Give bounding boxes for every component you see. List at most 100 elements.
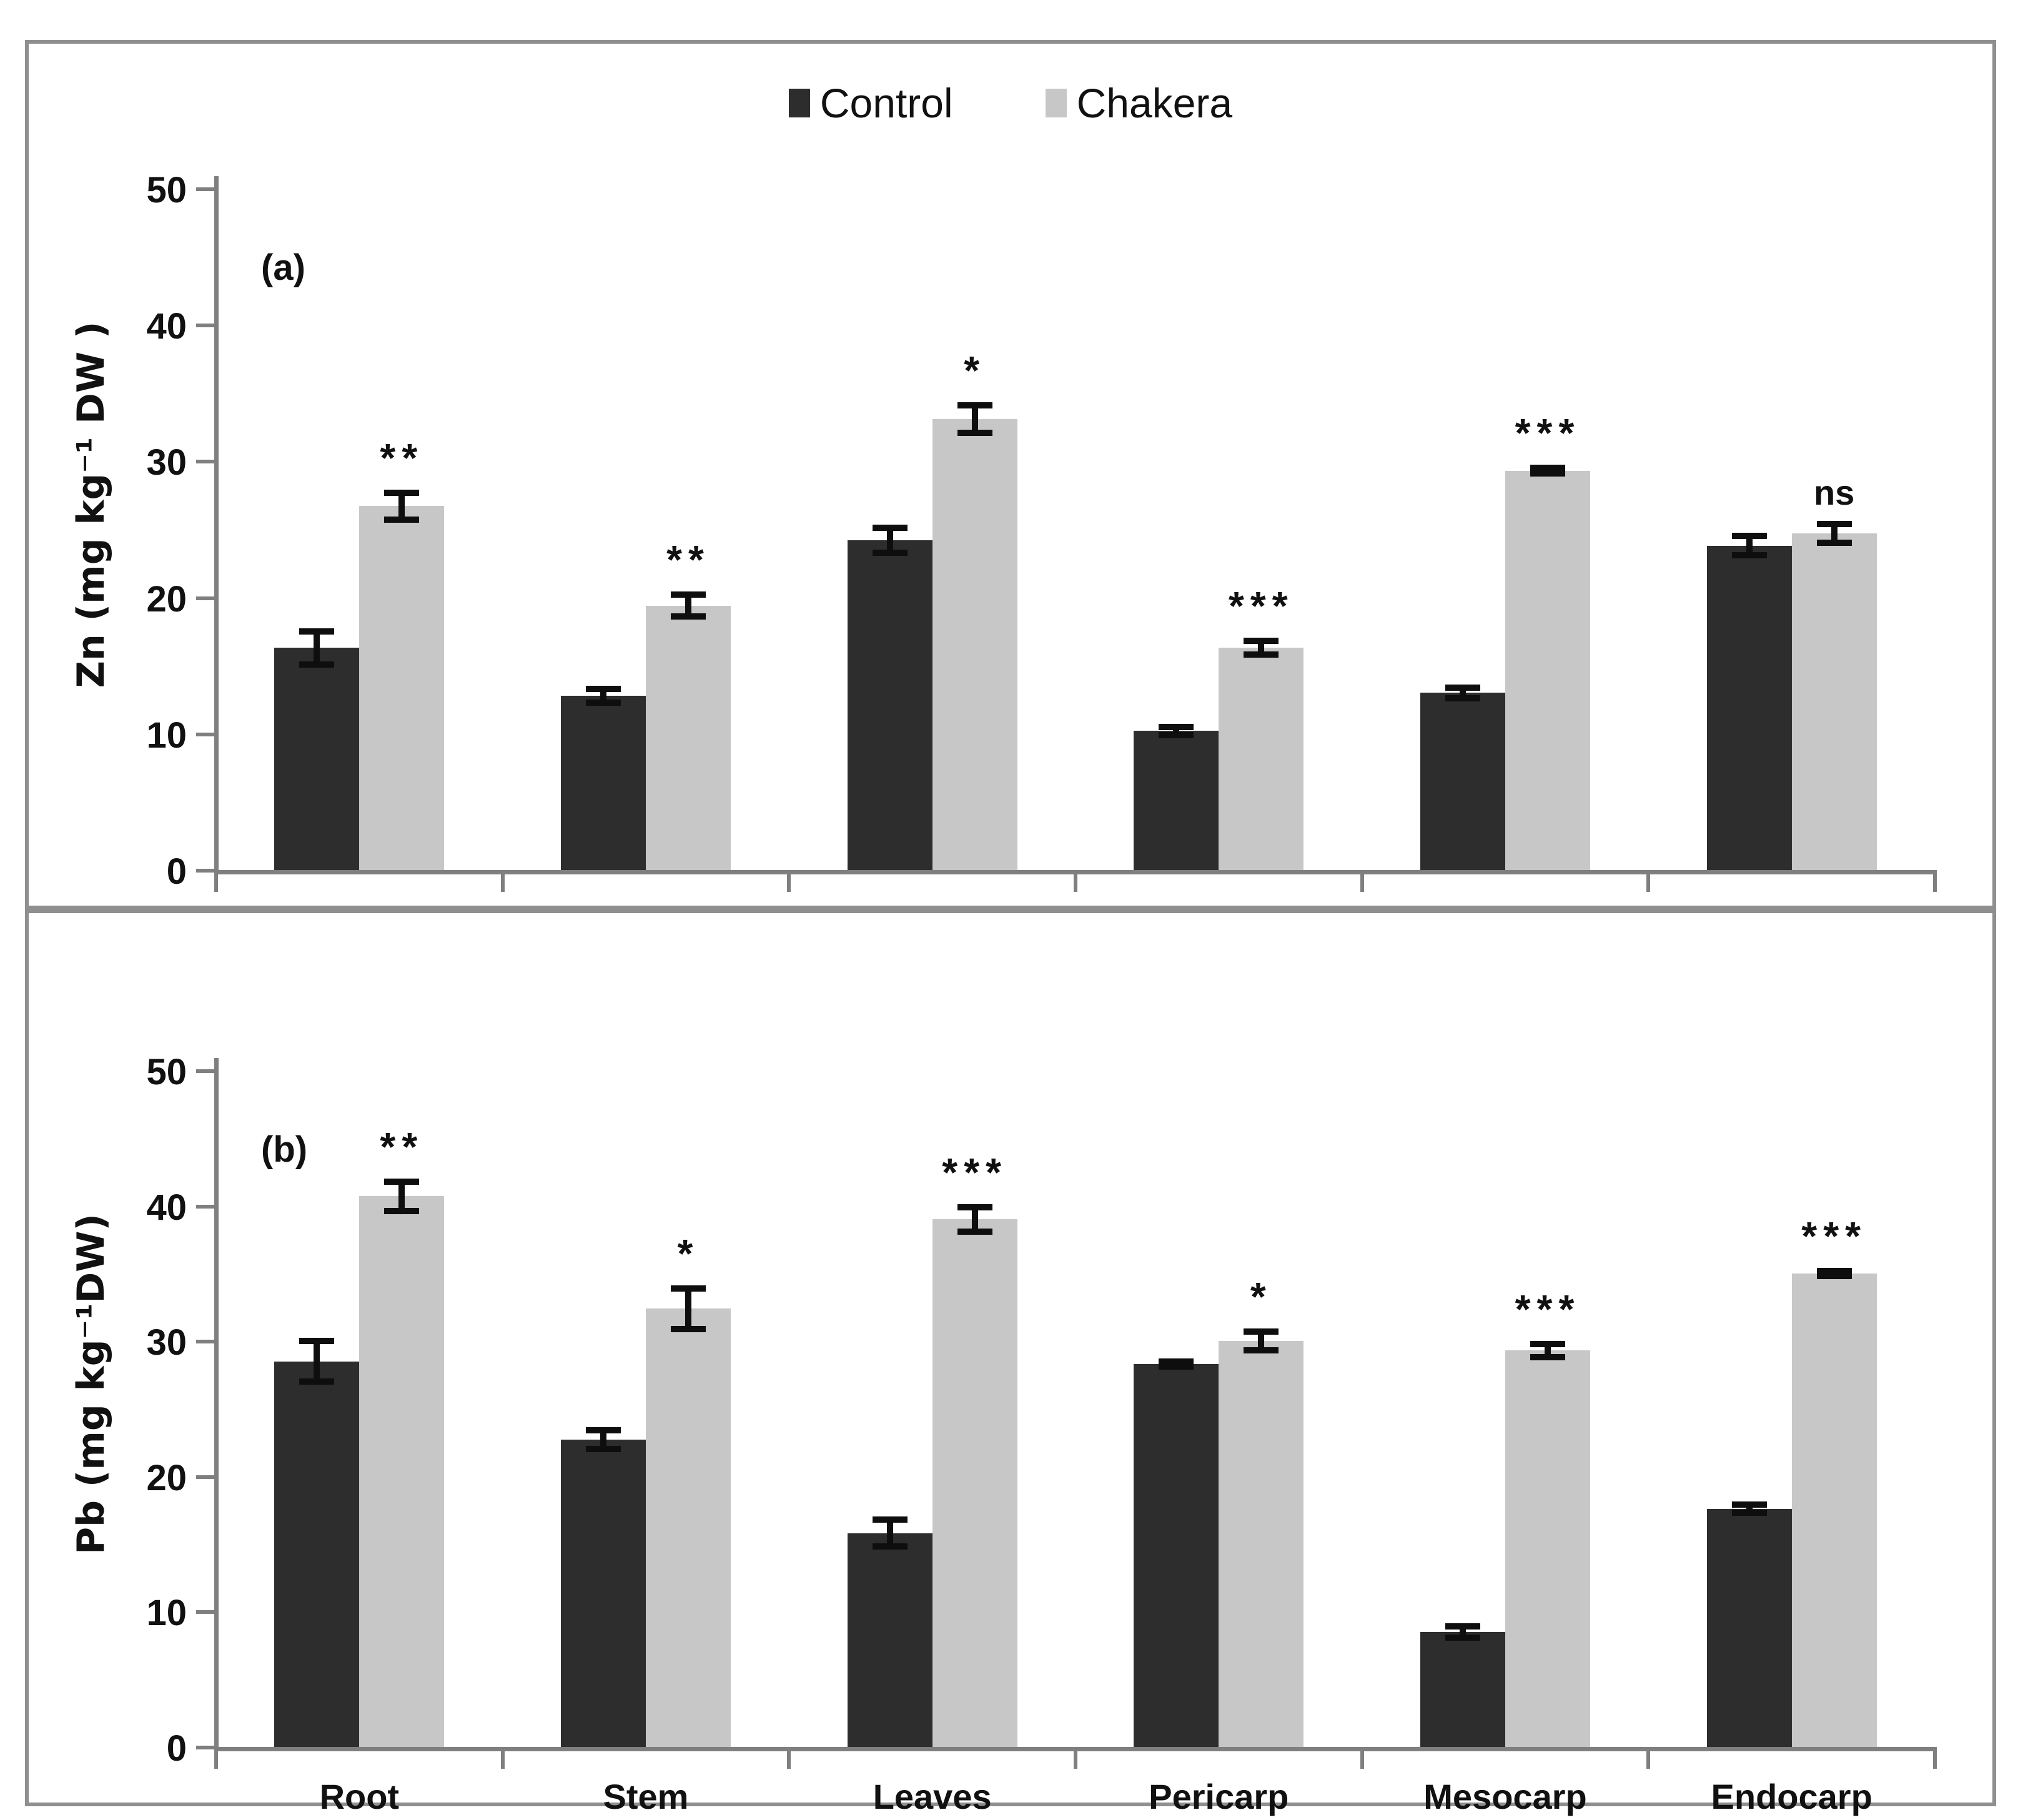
error-bar-cap-top [1816, 1267, 1852, 1274]
x-tick [1646, 874, 1651, 892]
significance-label: ** [666, 537, 710, 583]
y-tick [196, 1069, 216, 1073]
error-bar-cap-top [957, 1204, 992, 1210]
x-tick [214, 874, 218, 892]
x-tick [214, 1751, 218, 1769]
error-bar-cap-top [872, 1516, 908, 1523]
significance-label: *** [1801, 1213, 1867, 1259]
legend-entry-chakera: Chakera [1045, 82, 1232, 124]
error-bar-cap-top [299, 1338, 335, 1345]
error-bar-line [1746, 1505, 1753, 1513]
error-bar-line [600, 1430, 606, 1450]
x-tick [1646, 1751, 1651, 1769]
error-bar-cap-bottom [671, 1325, 706, 1332]
error-bar-cap-bottom [1159, 731, 1194, 738]
bar-chakera-mesocarp [1505, 470, 1590, 870]
error-bar-line [1258, 641, 1265, 655]
error-bar-cap-bottom [1445, 695, 1480, 702]
x-tick [1074, 874, 1077, 892]
error-bar-line [886, 1520, 893, 1547]
error-bar-cap-bottom [1530, 470, 1565, 477]
error-bar-line [1258, 1332, 1265, 1351]
bar-chakera-root [359, 506, 445, 870]
error-bar-cap-top [957, 402, 992, 408]
error-bar-line [1545, 1343, 1551, 1358]
y-tick-label: 40 [146, 306, 187, 347]
x-tick [1360, 1751, 1364, 1769]
x-axis-line [214, 1747, 1937, 1751]
x-tick [500, 1751, 505, 1769]
error-bar-cap-top [1244, 638, 1279, 645]
error-bar-cap-bottom [671, 613, 706, 620]
y-tick-label: 30 [146, 1322, 187, 1363]
error-bar-line [398, 1181, 405, 1212]
y-tick [196, 1746, 216, 1749]
bar-chakera-pericarp [1219, 1341, 1304, 1747]
bar-control-mesocarp [1420, 693, 1505, 870]
y-tick [196, 732, 216, 736]
x-tick [1360, 874, 1364, 892]
x-tick [787, 1751, 791, 1769]
y-axis-line [214, 176, 219, 870]
error-bar-cap-top [1244, 1328, 1279, 1335]
error-bar-cap-top [1731, 533, 1767, 540]
panel-b: (b) Pb (mg kg⁻¹DW) 0 10 20 30 40 50 ** Root * Ste… [25, 909, 1996, 1814]
error-bar-line [685, 1288, 691, 1329]
error-bar-cap-bottom [1244, 1347, 1279, 1354]
bar-control-endocarp [1706, 1508, 1792, 1747]
y-tick [196, 1204, 216, 1209]
significance-label: *** [1515, 410, 1581, 456]
error-bar-line [971, 405, 978, 433]
error-bar-cap-top [384, 1178, 420, 1185]
error-bar-cap-bottom [299, 661, 335, 668]
error-bar-cap-top [1816, 520, 1852, 527]
error-bar-cap-top [1159, 1358, 1194, 1365]
error-bar-cap-bottom [1445, 1634, 1480, 1641]
bar-chakera-leaves [932, 418, 1017, 870]
error-bar-cap-bottom [957, 1228, 992, 1235]
error-bar-cap-bottom [1816, 1273, 1852, 1280]
error-bar-cap-bottom [384, 1208, 420, 1215]
error-bar-cap-top [586, 685, 621, 692]
y-tick-label: 0 [166, 1728, 187, 1769]
error-bar-cap-top [1530, 1340, 1565, 1347]
error-bar-cap-top [671, 591, 706, 598]
error-bar-cap-top [1445, 1623, 1480, 1630]
significance-label: * [677, 1230, 700, 1276]
y-tick [196, 1610, 216, 1615]
y-tick-label: 50 [146, 1052, 187, 1092]
error-bar-line [1831, 523, 1838, 543]
significance-label: ** [380, 435, 424, 480]
bar-chakera-endocarp [1791, 533, 1877, 870]
error-bar-cap-bottom [1159, 1363, 1194, 1370]
bar-control-stem [561, 695, 646, 870]
x-category-label: Mesocarp [1423, 1777, 1587, 1816]
y-axis-title-b: Pb (mg kg⁻¹DW) [69, 1213, 113, 1555]
bar-control-endocarp [1706, 545, 1792, 870]
error-bar-cap-bottom [1816, 540, 1852, 546]
x-category-label: Root [319, 1777, 400, 1816]
significance-label: *** [942, 1149, 1008, 1195]
legend-swatch-control-icon [788, 89, 810, 117]
error-bar-cap-bottom [1244, 651, 1279, 658]
error-bar-cap-bottom [384, 517, 420, 523]
x-tick [1933, 874, 1937, 892]
error-bar-line [1746, 536, 1753, 555]
y-tick-label: 10 [146, 1593, 187, 1634]
y-tick-label: 30 [146, 442, 187, 483]
error-bar-cap-top [1530, 465, 1565, 472]
bar-chakera-pericarp [1219, 648, 1304, 870]
x-tick [787, 874, 791, 892]
error-bar-line [1460, 1626, 1466, 1638]
error-bar-cap-bottom [299, 1378, 335, 1385]
error-bar-cap-top [671, 1285, 706, 1292]
error-bar-line [1173, 726, 1180, 735]
error-bar-line [971, 1207, 978, 1232]
bar-chakera-root [359, 1196, 445, 1747]
panel-letter-a: (a) [261, 247, 305, 288]
error-bar-cap-bottom [586, 699, 621, 706]
bar-control-leaves [847, 540, 932, 870]
legend-swatch-chakera-icon [1045, 89, 1067, 117]
error-bar-cap-bottom [1731, 551, 1767, 558]
y-axis-line [214, 1058, 219, 1747]
